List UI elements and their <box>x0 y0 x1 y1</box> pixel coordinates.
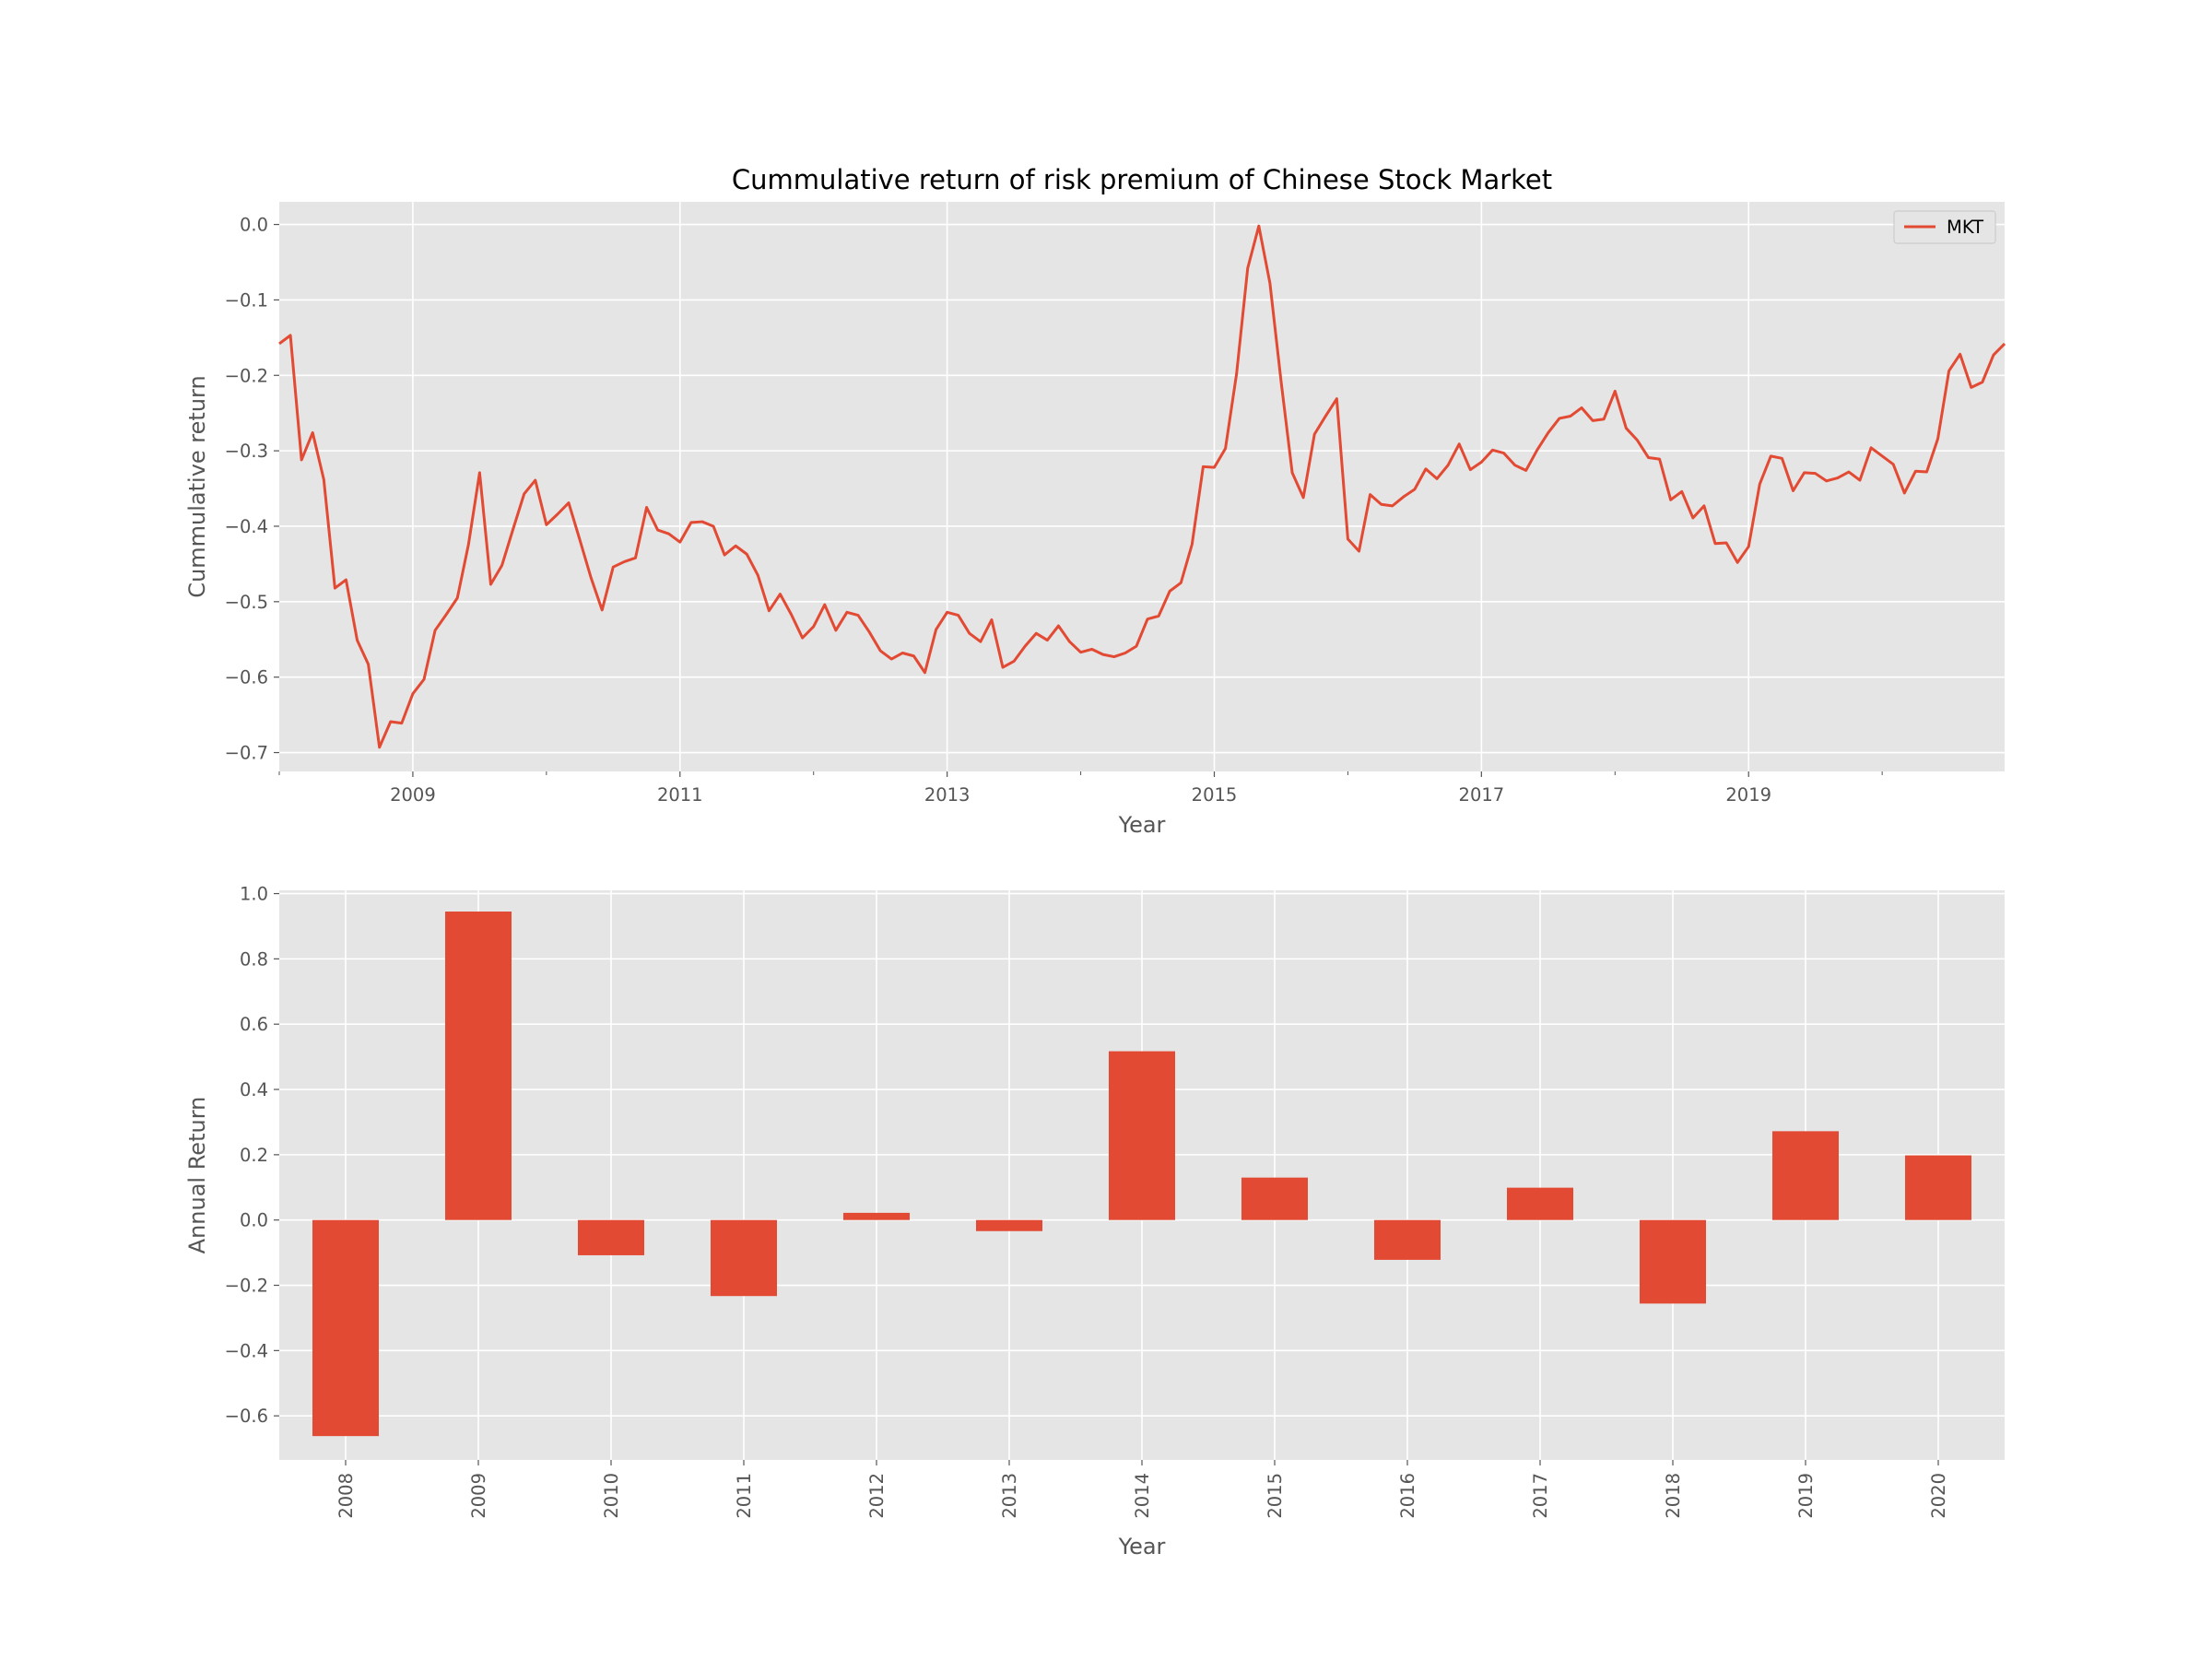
bottom-x-ticks: 2008 2009 2010 2011 2012 2013 2014 2015 2016 2017… <box>335 1460 1949 1519</box>
bar-2015 <box>1241 1177 1308 1220</box>
bottom-x-tick-label: 2016 <box>1397 1473 1418 1519</box>
legend: MKT <box>1893 210 1996 244</box>
bottom-x-tick-label: 2019 <box>1795 1473 1817 1519</box>
top-y-tick-label: −0.4 <box>225 516 268 537</box>
chart-title: Cummulative return of risk premium of Ch… <box>732 164 1552 195</box>
bar-2009 <box>445 912 512 1220</box>
bottom-y-tick-label: 0.0 <box>240 1210 268 1231</box>
top-x-tick-label: 2017 <box>1459 784 1505 806</box>
top-x-tick-label: 2009 <box>390 784 436 806</box>
bottom-x-tick-label: 2011 <box>734 1473 755 1519</box>
top-y-tick-label: −0.3 <box>225 441 268 462</box>
bar-2020 <box>1905 1155 1971 1220</box>
bar-2008 <box>312 1219 379 1437</box>
bar-2011 <box>711 1219 777 1297</box>
top-y-tick-label: −0.6 <box>225 667 268 688</box>
top-y-tick-label: −0.7 <box>225 743 268 764</box>
top-x-tick-label: 2019 <box>1725 784 1771 806</box>
bottom-x-tick-label: 2010 <box>601 1473 622 1519</box>
bottom-y-tick-label: −0.6 <box>225 1406 268 1427</box>
bottom-x-axis-label: Year <box>1118 1534 1166 1559</box>
top-gridlines <box>279 202 2005 771</box>
top-y-tick-label: −0.1 <box>225 289 268 311</box>
bottom-x-tick-label: 2008 <box>335 1473 357 1519</box>
top-x-tick-label: 2011 <box>657 784 703 806</box>
bottom-y-axis-label: Annual Return <box>184 1097 210 1254</box>
top-x-ticks: 2009 2011 2013 2015 2017 2019 <box>278 771 1883 806</box>
bottom-y-tick-label: 0.8 <box>240 948 268 970</box>
legend-label-mkt: MKT <box>1947 217 1983 238</box>
bottom-x-tick-label: 2018 <box>1663 1473 1684 1519</box>
bottom-x-tick-label: 2020 <box>1928 1473 1949 1519</box>
bottom-x-tick-label: 2014 <box>1132 1473 1153 1519</box>
bar-2012 <box>843 1212 910 1220</box>
top-x-axis-label: Year <box>1118 812 1166 838</box>
cumulative-return-chart: 2009 2011 2013 2015 2017 2019 0.0 −0.1 −0.2 −0.3… <box>184 164 2006 838</box>
bar-2013 <box>976 1219 1042 1231</box>
bottom-x-tick-label: 2015 <box>1265 1473 1286 1519</box>
bar-2017 <box>1507 1187 1573 1220</box>
bottom-y-tick-label: −0.4 <box>225 1340 268 1361</box>
bottom-y-tick-label: 0.6 <box>240 1014 268 1035</box>
bottom-y-ticks: 1.0 0.8 0.6 0.4 0.2 0.0 −0.2 −0.4 −0.6 <box>225 884 279 1427</box>
top-y-tick-label: −0.5 <box>225 592 268 613</box>
top-y-axis-label: Cummulative return <box>184 375 210 597</box>
bottom-y-tick-label: −0.2 <box>225 1276 268 1297</box>
bottom-y-tick-label: 0.4 <box>240 1079 268 1100</box>
top-y-tick-label: 0.0 <box>240 215 268 236</box>
top-x-tick-label: 2015 <box>1192 784 1238 806</box>
top-y-ticks: 0.0 −0.1 −0.2 −0.3 −0.4 −0.5 −0.6 −0.7 <box>225 215 279 764</box>
top-x-tick-label: 2013 <box>924 784 971 806</box>
bar-2014 <box>1109 1051 1175 1220</box>
bottom-y-tick-label: 0.2 <box>240 1145 268 1166</box>
bar-2018 <box>1640 1219 1706 1304</box>
bottom-x-tick-label: 2012 <box>866 1473 888 1519</box>
bottom-x-tick-label: 2013 <box>999 1473 1020 1519</box>
annual-return-chart: 1.00.80.60.40.20.0−0.2−0.4−0.6 2008 2009 2… <box>184 884 2005 1559</box>
bar-2010 <box>578 1219 644 1255</box>
series-line-mkt <box>278 224 2006 749</box>
bars <box>312 912 1971 1437</box>
bar-2016 <box>1374 1219 1441 1260</box>
bottom-x-tick-label: 2009 <box>468 1473 489 1519</box>
bar-2019 <box>1772 1131 1839 1220</box>
top-y-tick-label: −0.2 <box>225 365 268 386</box>
legend-box <box>1893 210 1996 244</box>
bottom-y-tick-label: 1.0 <box>240 884 268 905</box>
bottom-x-tick-label: 2017 <box>1530 1473 1551 1519</box>
